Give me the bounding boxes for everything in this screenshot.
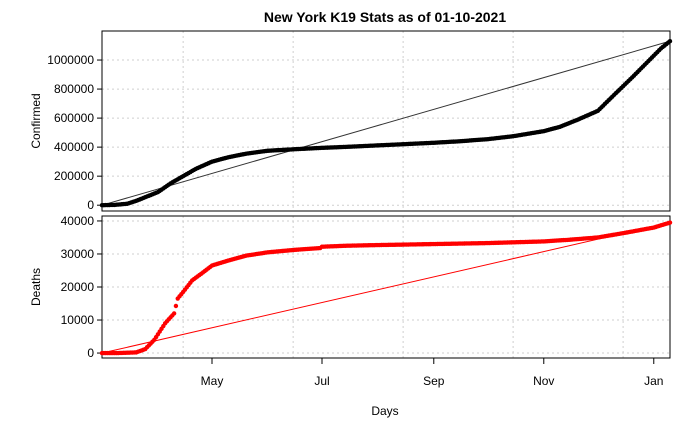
chart-title: New York K19 Stats as of 01-10-2021 <box>264 9 506 25</box>
x-tick-label: Jan <box>644 374 663 388</box>
y-tick-label: 10000 <box>61 313 95 327</box>
y-tick-label: 400000 <box>54 140 94 154</box>
data-point <box>171 311 177 316</box>
data-points <box>99 220 673 356</box>
panel-confirmed: 0 200000 400000 600000 800000 1000000 Confirme… <box>29 30 673 212</box>
x-tick-label: May <box>201 374 224 388</box>
y-tick-label: 1000000 <box>47 53 94 67</box>
y-tick-label: 20000 <box>61 280 95 294</box>
data-points <box>99 38 673 208</box>
y-tick-label: 40000 <box>61 214 95 228</box>
plot-frame <box>101 30 671 212</box>
x-axis-label: Days <box>371 404 398 418</box>
y-tick-label: 30000 <box>61 247 95 261</box>
y-axis-label: Deaths <box>29 268 43 306</box>
y-tick-label: 600000 <box>54 111 94 125</box>
y-tick-label: 0 <box>87 346 94 360</box>
data-point <box>667 220 673 225</box>
data-point <box>667 38 673 44</box>
y-tick-label: 200000 <box>54 169 94 183</box>
trend-line <box>101 40 671 206</box>
x-tick-label: Jul <box>314 374 329 388</box>
panel-deaths: 0 10000 20000 30000 40000 Deaths May Jul Sep Nov J… <box>29 214 673 388</box>
y-tick-label: 800000 <box>54 82 94 96</box>
y-axis-label: Confirmed <box>29 93 43 148</box>
trend-line <box>101 222 671 354</box>
x-tick-label: Nov <box>533 374 554 388</box>
data-point <box>173 303 179 309</box>
x-tick-label: Sep <box>423 374 445 388</box>
y-tick-label: 0 <box>87 198 94 212</box>
